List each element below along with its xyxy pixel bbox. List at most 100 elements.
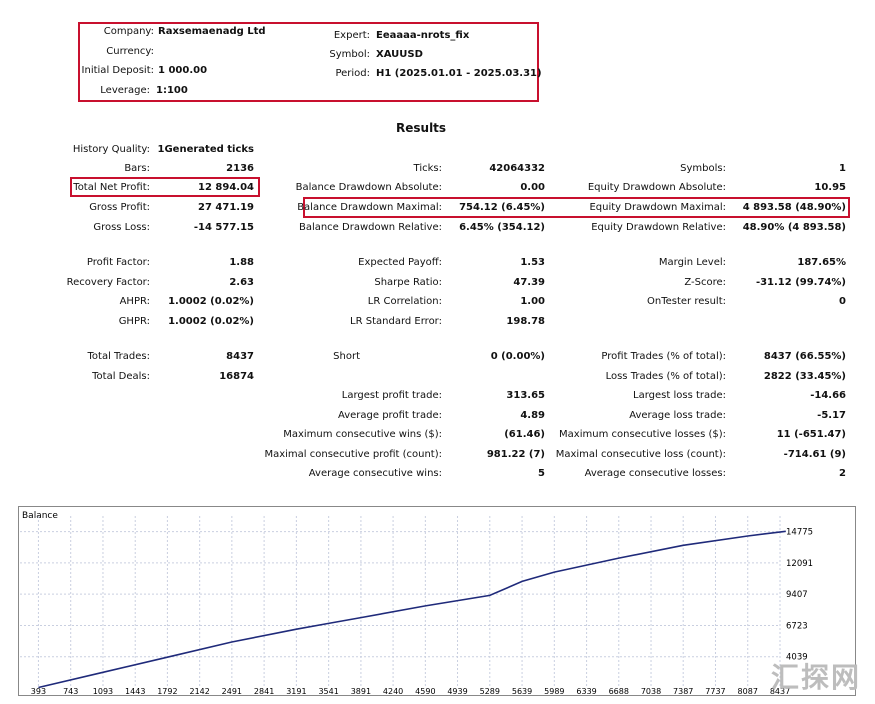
balance-series-line xyxy=(38,530,786,689)
x-tick-label: 5639 xyxy=(512,687,532,696)
margin-level-label: Margin Level: xyxy=(658,257,726,268)
margin-level-value: 187.65% xyxy=(797,257,846,268)
ahpr-value: 1.0002 (0.02%) xyxy=(168,296,254,307)
expert-value: Eeaaaa-nrots_fix xyxy=(376,30,470,41)
x-tick-label: 6339 xyxy=(576,687,596,696)
largest-loss-label: Largest loss trade: xyxy=(633,390,726,401)
x-tick-label: 4590 xyxy=(415,687,435,696)
ontester-label: OnTester result: xyxy=(646,296,726,307)
largest-profit-label: Largest profit trade: xyxy=(341,390,442,401)
currency-label: Currency: xyxy=(106,46,154,57)
history-quality-value: 1Generated ticks xyxy=(157,144,254,155)
short-label: Short xyxy=(333,351,360,362)
history-quality-label: History Quality: xyxy=(72,144,150,155)
x-tick-label: 1093 xyxy=(93,687,113,696)
x-tick-label: 1443 xyxy=(125,687,145,696)
company-label: Company: xyxy=(103,26,154,37)
x-tick-label: 3541 xyxy=(318,687,338,696)
x-tick-label: 7737 xyxy=(705,687,725,696)
max-cons-wins-value: (61.46) xyxy=(504,429,545,440)
total-deals-label: Total Deals: xyxy=(92,371,150,382)
loss-trades-label: Loss Trades (% of total): xyxy=(605,371,726,382)
y-tick-label: 9407 xyxy=(786,590,808,600)
balance-chart: Balance 393 743 1093 1443 1792 2142 2491 2841 31… xyxy=(18,506,856,696)
max-cons-loss-value: -714.61 (9) xyxy=(783,449,846,460)
avg-cons-wins-label: Average consecutive wins: xyxy=(308,468,442,479)
deposit-label: Initial Deposit: xyxy=(81,65,154,76)
lr-corr-label: LR Correlation: xyxy=(367,296,442,307)
profit-trades-value: 8437 (66.55%) xyxy=(763,351,846,362)
profit-factor-label: Profit Factor: xyxy=(86,257,150,268)
recovery-factor-value: 2.63 xyxy=(229,277,254,288)
ontester-value: 0 xyxy=(839,296,846,307)
total-deals-value: 16874 xyxy=(219,371,254,382)
eq-dd-max-label: Equity Drawdown Maximal: xyxy=(589,202,726,213)
ticks-label: Ticks: xyxy=(413,163,442,174)
profit-trades-label: Profit Trades (% of total): xyxy=(601,351,726,362)
drawdown-highlight xyxy=(303,197,850,218)
profit-factor-value: 1.88 xyxy=(229,257,254,268)
short-value: 0 (0.00%) xyxy=(490,351,545,362)
x-tick-label: 5989 xyxy=(544,687,564,696)
x-tick-label: 2491 xyxy=(222,687,242,696)
expected-payoff-label: Expected Payoff: xyxy=(358,257,442,268)
zscore-value: -31.12 (99.74%) xyxy=(755,277,846,288)
symbols-label: Symbols: xyxy=(680,163,726,174)
sharpe-label: Sharpe Ratio: xyxy=(374,277,442,288)
period-value: H1 (2025.01.01 - 2025.03.31) xyxy=(376,68,542,79)
results-title: Results xyxy=(396,121,447,135)
y-tick-label: 14775 xyxy=(786,528,813,538)
x-tick-label: 8087 xyxy=(738,687,758,696)
recovery-factor-label: Recovery Factor: xyxy=(66,277,150,288)
avg-loss-value: -5.17 xyxy=(817,410,846,421)
x-tick-label: 7387 xyxy=(673,687,693,696)
zscore-label: Z-Score: xyxy=(684,277,726,288)
ghpr-label: GHPR: xyxy=(118,316,150,327)
net-profit-value: 12 894.04 xyxy=(198,182,254,193)
avg-cons-losses-value: 2 xyxy=(839,468,846,479)
symbols-value: 1 xyxy=(839,163,846,174)
x-tick-label: 743 xyxy=(63,687,78,696)
company-value: Raxsemaenadg Ltd xyxy=(158,26,266,37)
eq-dd-rel-label: Equity Drawdown Relative: xyxy=(591,222,726,233)
avg-loss-label: Average loss trade: xyxy=(629,410,726,421)
net-profit-highlight xyxy=(70,177,260,197)
y-tick-label: 6723 xyxy=(786,621,808,631)
x-tick-label: 5289 xyxy=(480,687,500,696)
max-cons-profit-label: Maximal consecutive profit (count): xyxy=(264,449,442,460)
ahpr-label: AHPR: xyxy=(119,296,150,307)
largest-profit-value: 313.65 xyxy=(506,390,545,401)
ghpr-value: 1.0002 (0.02%) xyxy=(168,316,254,327)
expert-label: Expert: xyxy=(333,30,370,41)
max-cons-losses-value: 11 (-651.47) xyxy=(776,429,846,440)
symbol-label: Symbol: xyxy=(329,49,370,60)
avg-profit-label: Average profit trade: xyxy=(337,410,442,421)
x-tick-label: 3191 xyxy=(286,687,306,696)
x-tick-label: 393 xyxy=(31,687,46,696)
x-tick-label: 3891 xyxy=(351,687,371,696)
bal-dd-max-label: Balance Drawdown Maximal: xyxy=(297,202,442,213)
avg-cons-losses-label: Average consecutive losses: xyxy=(584,468,726,479)
x-tick-label: 4939 xyxy=(447,687,467,696)
x-tick-label: 7038 xyxy=(641,687,661,696)
total-trades-label: Total Trades: xyxy=(87,351,151,362)
gross-loss-label: Gross Loss: xyxy=(93,222,150,233)
eq-dd-rel-value: 48.90% (4 893.58) xyxy=(742,222,846,233)
gross-profit-value: 27 471.19 xyxy=(198,202,254,213)
lr-corr-value: 1.00 xyxy=(520,296,545,307)
bal-dd-rel-label: Balance Drawdown Relative: xyxy=(298,222,442,233)
max-cons-losses-label: Maximum consecutive losses ($): xyxy=(559,429,726,440)
loss-trades-value: 2822 (33.45%) xyxy=(763,371,846,382)
x-tick-label: 2142 xyxy=(189,687,209,696)
eq-dd-max-value: 4 893.58 (48.90%) xyxy=(742,202,846,213)
x-tick-label: 4240 xyxy=(383,687,403,696)
sharpe-value: 47.39 xyxy=(513,277,545,288)
expected-payoff-value: 1.53 xyxy=(520,257,545,268)
gross-profit-label: Gross Profit: xyxy=(89,202,150,213)
x-tick-label: 1792 xyxy=(157,687,177,696)
bal-dd-abs-value: 0.00 xyxy=(520,182,545,193)
bal-dd-rel-value: 6.45% (354.12) xyxy=(459,222,545,233)
avg-profit-value: 4.89 xyxy=(520,410,545,421)
x-tick-label: 6688 xyxy=(609,687,629,696)
gross-loss-value: -14 577.15 xyxy=(193,222,254,233)
